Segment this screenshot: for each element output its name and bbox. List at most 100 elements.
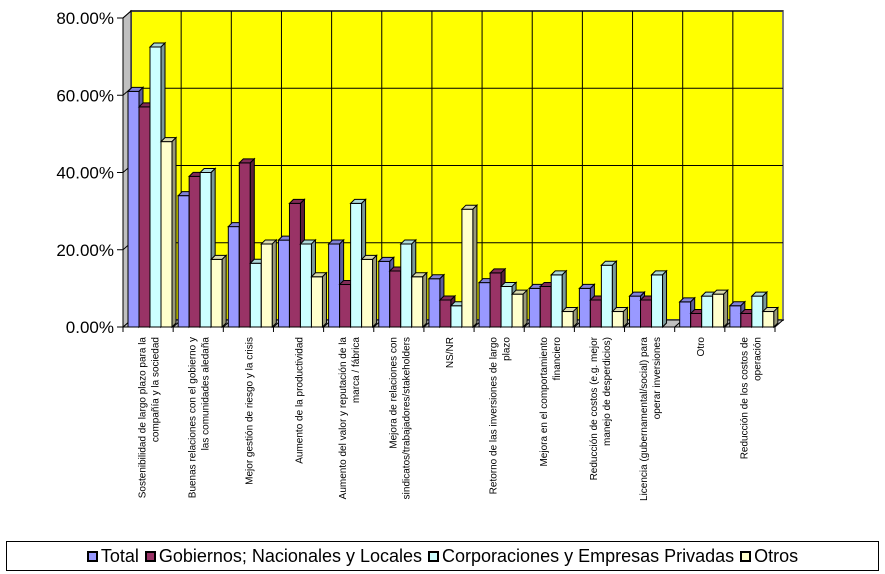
bar-front [712,293,725,328]
bar-front [177,195,190,328]
bar-front [339,284,352,328]
bar-front [500,285,513,328]
bar-front [400,243,413,328]
bar-side [171,136,177,329]
y-tick-label: 20.00% [56,241,114,260]
bar-side [221,254,227,329]
bar-front [378,260,391,328]
bar-front [249,262,262,328]
legend-item-corporaciones: Corporaciones y Empresas Privadas [428,546,734,567]
x-tick-label: Aumento de la productividad [295,337,306,464]
bar-front [561,311,574,328]
y-tick-label: 40.00% [56,164,114,183]
bar-front [578,287,591,328]
y-tick-label: 0.00% [66,318,114,337]
y-tick-label: 60.00% [56,86,114,105]
bar-front [199,172,212,328]
bar-front [539,285,552,328]
bar-front [729,305,742,328]
legend-item-total: Total [86,545,139,567]
bar-front [740,312,753,328]
x-tick-label: marca / fábrica [351,337,362,404]
bar-front [428,278,441,328]
x-tick-label: Licencia (gubernamental/social) para [639,337,650,501]
y-tick-label: 80.00% [56,9,114,28]
bar-side [723,288,729,329]
legend-label-otros: Otros [754,545,799,566]
x-tick-label: Reducción de los costos de [739,337,750,460]
bar-front [389,270,402,328]
bar-front [350,202,363,328]
legend-swatch-total [86,550,98,562]
legend-label-total: Total [100,545,139,566]
bar-front [450,305,463,328]
plot-area: 0.00% 20.00% 40.00% 60.00% 80.00% Sostenibili… [56,9,785,501]
bar-front [288,202,301,328]
bar-front [640,299,653,328]
x-tick-label: manejo de desperdicios) [602,337,613,446]
bar-front [690,312,703,328]
bar-front [277,239,290,328]
x-tick-label: Otro [696,337,707,357]
legend-swatch-gobiernos [144,550,156,562]
bar-front [629,295,642,328]
x-tick-label: Retorno de las inversiones de largo [489,337,500,495]
x-tick-label: financiero [552,337,563,381]
bar-side [622,306,628,329]
bar-front [160,141,173,328]
x-tick-label: Mejora de relaciones con [388,337,399,449]
bar-side [773,306,779,329]
bar-side [422,271,428,329]
x-tick-label: las comunidades aledaña [201,337,212,451]
bar-front [188,175,201,328]
x-tick-label: Mejor gestión de riesgo y la crisis [244,337,255,485]
x-tick-label: operación [752,337,763,381]
bar-front [600,264,613,328]
x-tick-label: sindicatos/trabajadores/stakeholders [401,337,412,499]
x-tick-label: Buenas relaciones con el gobierno y [188,337,199,498]
bar-front [611,311,624,328]
x-tick-label: Mejora en el comportamiento [539,337,550,467]
x-tick-label: Reducción de costos (e.g. mejor [589,336,600,480]
legend-label-gobiernos: Gobiernos; Nacionales y Locales [158,545,423,566]
legend-swatch-otros [740,550,752,562]
legend-swatch-corporaciones [428,550,440,562]
bar-front [411,276,424,328]
bar-side [522,288,528,329]
bar-side [271,238,277,329]
bar-side [572,306,578,329]
bar-front [511,293,524,328]
bar-front [461,208,474,328]
legend-item-gobiernos: Gobiernos; Nacionales y Locales [144,545,423,567]
bar-front [127,90,140,328]
bar-front [149,46,162,328]
x-tick-label: NS/NR [445,337,456,368]
bar-front [299,243,312,328]
bar-front [528,287,541,328]
x-tick-label: compañía y la sociedad [151,337,162,442]
bar-front [489,272,502,328]
bar-front [138,106,151,328]
bar-side [662,269,668,329]
bar-side [472,203,478,329]
bar-front [227,226,240,328]
bar-front [651,274,664,328]
bar-side [372,254,378,329]
bar-front [679,301,692,328]
bar-front [439,299,452,328]
x-tick-label: Aumento del valor y reputación de la [338,337,349,500]
bar-front [589,299,602,328]
legend: Total Gobiernos; Nacionales y Locales Co… [6,541,879,571]
legend-item-otros: Otros [740,546,798,567]
bar-front [701,295,714,328]
bar-front [328,243,341,328]
x-tick-label: Sostenibilidad de largo plazo para la [138,337,149,499]
bar-front [751,295,764,328]
bar-front [210,258,223,328]
bar-side [321,271,327,329]
bar-front [260,243,273,328]
legend-label-corporaciones: Corporaciones y Empresas Privadas [442,545,735,566]
bar-front [310,276,323,328]
x-tick-label: plazo [502,337,513,361]
